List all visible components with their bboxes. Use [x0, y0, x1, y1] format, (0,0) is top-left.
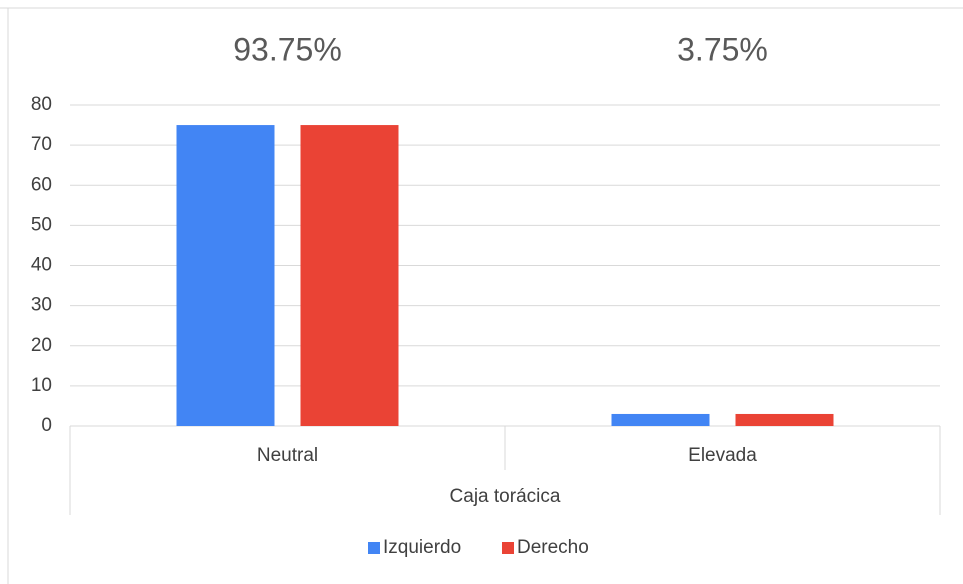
y-tick-label: 70 — [31, 134, 52, 155]
x-axis-label: Caja torácica — [450, 486, 561, 507]
y-tick-label: 0 — [41, 415, 52, 436]
x-tick-label: Neutral — [257, 445, 318, 466]
y-tick-label: 30 — [31, 295, 52, 316]
y-tick-label: 60 — [31, 174, 52, 195]
bar — [300, 125, 399, 426]
y-tick-label: 40 — [31, 255, 52, 276]
legend-swatch — [368, 542, 380, 554]
bar — [611, 413, 710, 426]
y-tick-label: 80 — [31, 94, 52, 115]
x-tick-label: Elevada — [688, 445, 757, 466]
y-tick-label: 10 — [31, 375, 52, 396]
y-tick-label: 20 — [31, 335, 52, 356]
legend-label: Derecho — [517, 537, 589, 558]
annotation: 93.75% — [233, 31, 342, 67]
legend-swatch — [502, 542, 514, 554]
legend-label: Izquierdo — [383, 537, 461, 558]
annotation: 3.75% — [677, 31, 768, 67]
y-tick-label: 50 — [31, 214, 52, 235]
bar — [735, 413, 834, 426]
bar — [176, 125, 275, 426]
